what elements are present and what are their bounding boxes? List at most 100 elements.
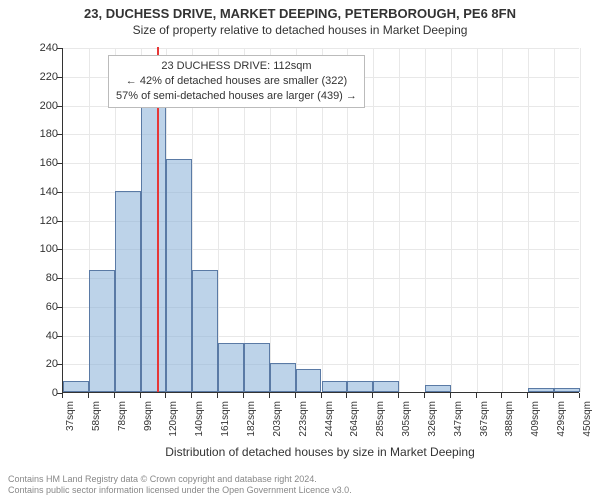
- y-tick-mark: [57, 307, 62, 308]
- x-tick: 244sqm: [325, 401, 335, 461]
- grid-v: [580, 48, 581, 392]
- grid-v: [502, 48, 503, 392]
- x-tick: 326sqm: [428, 401, 438, 461]
- histogram-bar: [528, 388, 554, 392]
- y-tick: 100: [24, 244, 58, 255]
- histogram-bar: [63, 381, 89, 393]
- x-tick-mark: [346, 393, 347, 398]
- y-tick: 240: [24, 43, 58, 54]
- x-tick: 264sqm: [350, 401, 360, 461]
- histogram-bar: [373, 381, 399, 393]
- footer-line1: Contains HM Land Registry data © Crown c…: [8, 474, 352, 485]
- histogram-bar: [89, 270, 115, 392]
- chart-title-line1: 23, DUCHESS DRIVE, MARKET DEEPING, PETER…: [0, 0, 600, 21]
- x-tick: 223sqm: [299, 401, 309, 461]
- x-tick-mark: [501, 393, 502, 398]
- histogram-bar: [425, 385, 451, 392]
- x-tick: 58sqm: [92, 401, 102, 461]
- y-tick-mark: [57, 163, 62, 164]
- x-tick: 182sqm: [247, 401, 257, 461]
- x-tick-mark: [191, 393, 192, 398]
- x-tick: 367sqm: [480, 401, 490, 461]
- y-tick-mark: [57, 77, 62, 78]
- x-tick: 388sqm: [505, 401, 515, 461]
- footer-attribution: Contains HM Land Registry data © Crown c…: [8, 474, 352, 497]
- histogram-bar: [141, 106, 167, 392]
- x-tick-mark: [398, 393, 399, 398]
- x-tick-mark: [217, 393, 218, 398]
- x-tick-mark: [527, 393, 528, 398]
- y-tick: 80: [24, 273, 58, 284]
- x-tick: 140sqm: [195, 401, 205, 461]
- y-tick-mark: [57, 278, 62, 279]
- x-tick: 203sqm: [273, 401, 283, 461]
- x-axis-label: Distribution of detached houses by size …: [60, 445, 580, 459]
- histogram-bar: [244, 343, 270, 392]
- x-tick-mark: [424, 393, 425, 398]
- x-tick: 78sqm: [118, 401, 128, 461]
- legend-line2: ← 42% of detached houses are smaller (32…: [116, 74, 357, 89]
- y-tick-mark: [57, 336, 62, 337]
- histogram-bar: [166, 159, 192, 392]
- legend-line1: 23 DUCHESS DRIVE: 112sqm: [116, 59, 357, 74]
- footer-line2: Contains public sector information licen…: [8, 485, 352, 496]
- y-tick: 140: [24, 187, 58, 198]
- x-tick-mark: [165, 393, 166, 398]
- histogram-bar: [192, 270, 218, 392]
- y-tick: 220: [24, 72, 58, 83]
- x-tick-mark: [140, 393, 141, 398]
- y-tick: 200: [24, 101, 58, 112]
- histogram-bar: [296, 369, 322, 392]
- y-tick-mark: [57, 134, 62, 135]
- histogram-bar: [115, 191, 141, 392]
- grid-v: [528, 48, 529, 392]
- legend-line3: 57% of semi-detached houses are larger (…: [116, 89, 357, 104]
- y-tick: 180: [24, 129, 58, 140]
- x-tick-mark: [321, 393, 322, 398]
- x-tick-mark: [243, 393, 244, 398]
- x-tick-mark: [476, 393, 477, 398]
- x-tick-mark: [295, 393, 296, 398]
- x-tick: 450sqm: [583, 401, 593, 461]
- x-tick-mark: [269, 393, 270, 398]
- y-tick: 0: [24, 388, 58, 399]
- x-tick: 120sqm: [169, 401, 179, 461]
- x-tick-mark: [553, 393, 554, 398]
- y-tick-mark: [57, 106, 62, 107]
- grid-v: [451, 48, 452, 392]
- x-tick: 37sqm: [66, 401, 76, 461]
- grid-v: [399, 48, 400, 392]
- x-tick-mark: [62, 393, 63, 398]
- x-tick: 161sqm: [221, 401, 231, 461]
- chart-title-line2: Size of property relative to detached ho…: [0, 21, 600, 37]
- x-tick: 285sqm: [376, 401, 386, 461]
- x-tick: 347sqm: [454, 401, 464, 461]
- x-tick-mark: [114, 393, 115, 398]
- y-tick-mark: [57, 221, 62, 222]
- grid-v: [477, 48, 478, 392]
- histogram-bar: [218, 343, 244, 392]
- x-tick: 99sqm: [144, 401, 154, 461]
- y-tick-mark: [57, 249, 62, 250]
- legend-box: 23 DUCHESS DRIVE: 112sqm ← 42% of detach…: [108, 55, 365, 108]
- chart-container: 23, DUCHESS DRIVE, MARKET DEEPING, PETER…: [0, 0, 600, 500]
- y-tick: 120: [24, 216, 58, 227]
- x-tick: 409sqm: [531, 401, 541, 461]
- grid-v: [554, 48, 555, 392]
- histogram-bar: [322, 381, 348, 393]
- x-tick-mark: [372, 393, 373, 398]
- x-tick: 305sqm: [402, 401, 412, 461]
- grid-v: [425, 48, 426, 392]
- y-tick-mark: [57, 48, 62, 49]
- grid-v: [373, 48, 374, 392]
- histogram-bar: [270, 363, 296, 392]
- histogram-bar: [347, 381, 373, 393]
- y-tick-mark: [57, 364, 62, 365]
- y-tick: 40: [24, 331, 58, 342]
- y-tick: 60: [24, 302, 58, 313]
- y-tick-mark: [57, 192, 62, 193]
- x-tick-mark: [579, 393, 580, 398]
- x-tick: 429sqm: [557, 401, 567, 461]
- x-tick-mark: [88, 393, 89, 398]
- y-tick: 160: [24, 158, 58, 169]
